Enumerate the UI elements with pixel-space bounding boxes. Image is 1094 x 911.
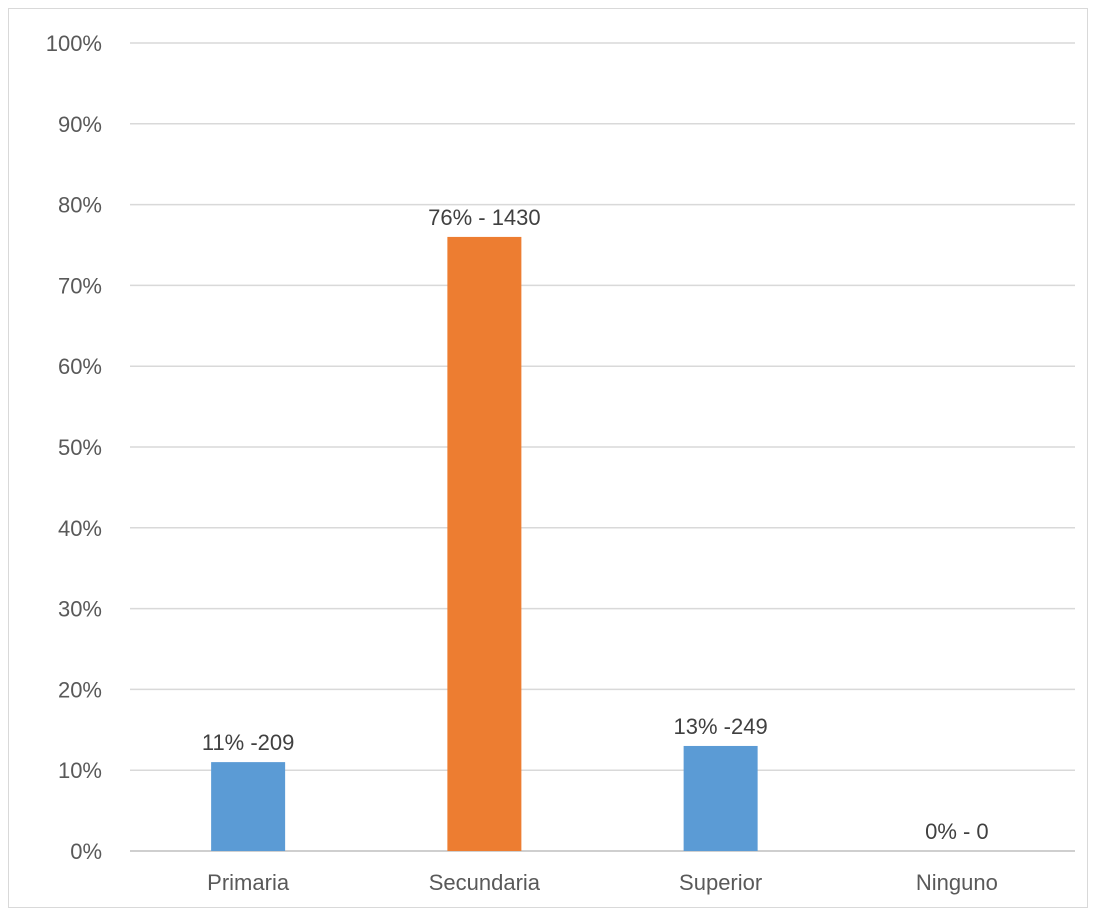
bars [211, 236, 758, 852]
data-label-secundaria: 76% - 1430 [428, 205, 541, 230]
category-label-superior: Superior [679, 870, 762, 895]
y-tick-label: 30% [58, 597, 102, 622]
y-tick-label: 100% [46, 31, 102, 56]
bar-secundaria [447, 236, 522, 852]
y-tick-label: 50% [58, 435, 102, 460]
y-tick-label: 40% [58, 516, 102, 541]
y-tick-label: 80% [58, 193, 102, 218]
chart-frame [8, 8, 1088, 908]
y-tick-label: 20% [58, 677, 102, 702]
y-tick-label: 10% [58, 758, 102, 783]
data-label-ninguno: 0% - 0 [925, 819, 989, 844]
category-label-primaria: Primaria [207, 870, 290, 895]
bar-primaria [211, 762, 286, 851]
data-labels: 11% -209 76% - 1430 13% -249 0% - 0 [202, 205, 989, 844]
y-axis-tick-labels: 0% 10% 20% 30% 40% 50% 60% 70% 80% 90% 100% [46, 31, 102, 864]
category-label-ninguno: Ninguno [916, 870, 998, 895]
x-axis-category-labels: Primaria Secundaria Superior Ninguno [207, 870, 998, 895]
gridlines [130, 42, 1075, 852]
y-tick-label: 90% [58, 112, 102, 137]
data-label-primaria: 11% -209 [202, 730, 295, 755]
data-label-superior: 13% -249 [674, 714, 768, 739]
y-tick-label: 60% [58, 354, 102, 379]
y-tick-label: 70% [58, 273, 102, 298]
y-tick-label: 0% [70, 839, 102, 864]
bar-superior [683, 745, 758, 851]
category-label-secundaria: Secundaria [429, 870, 541, 895]
